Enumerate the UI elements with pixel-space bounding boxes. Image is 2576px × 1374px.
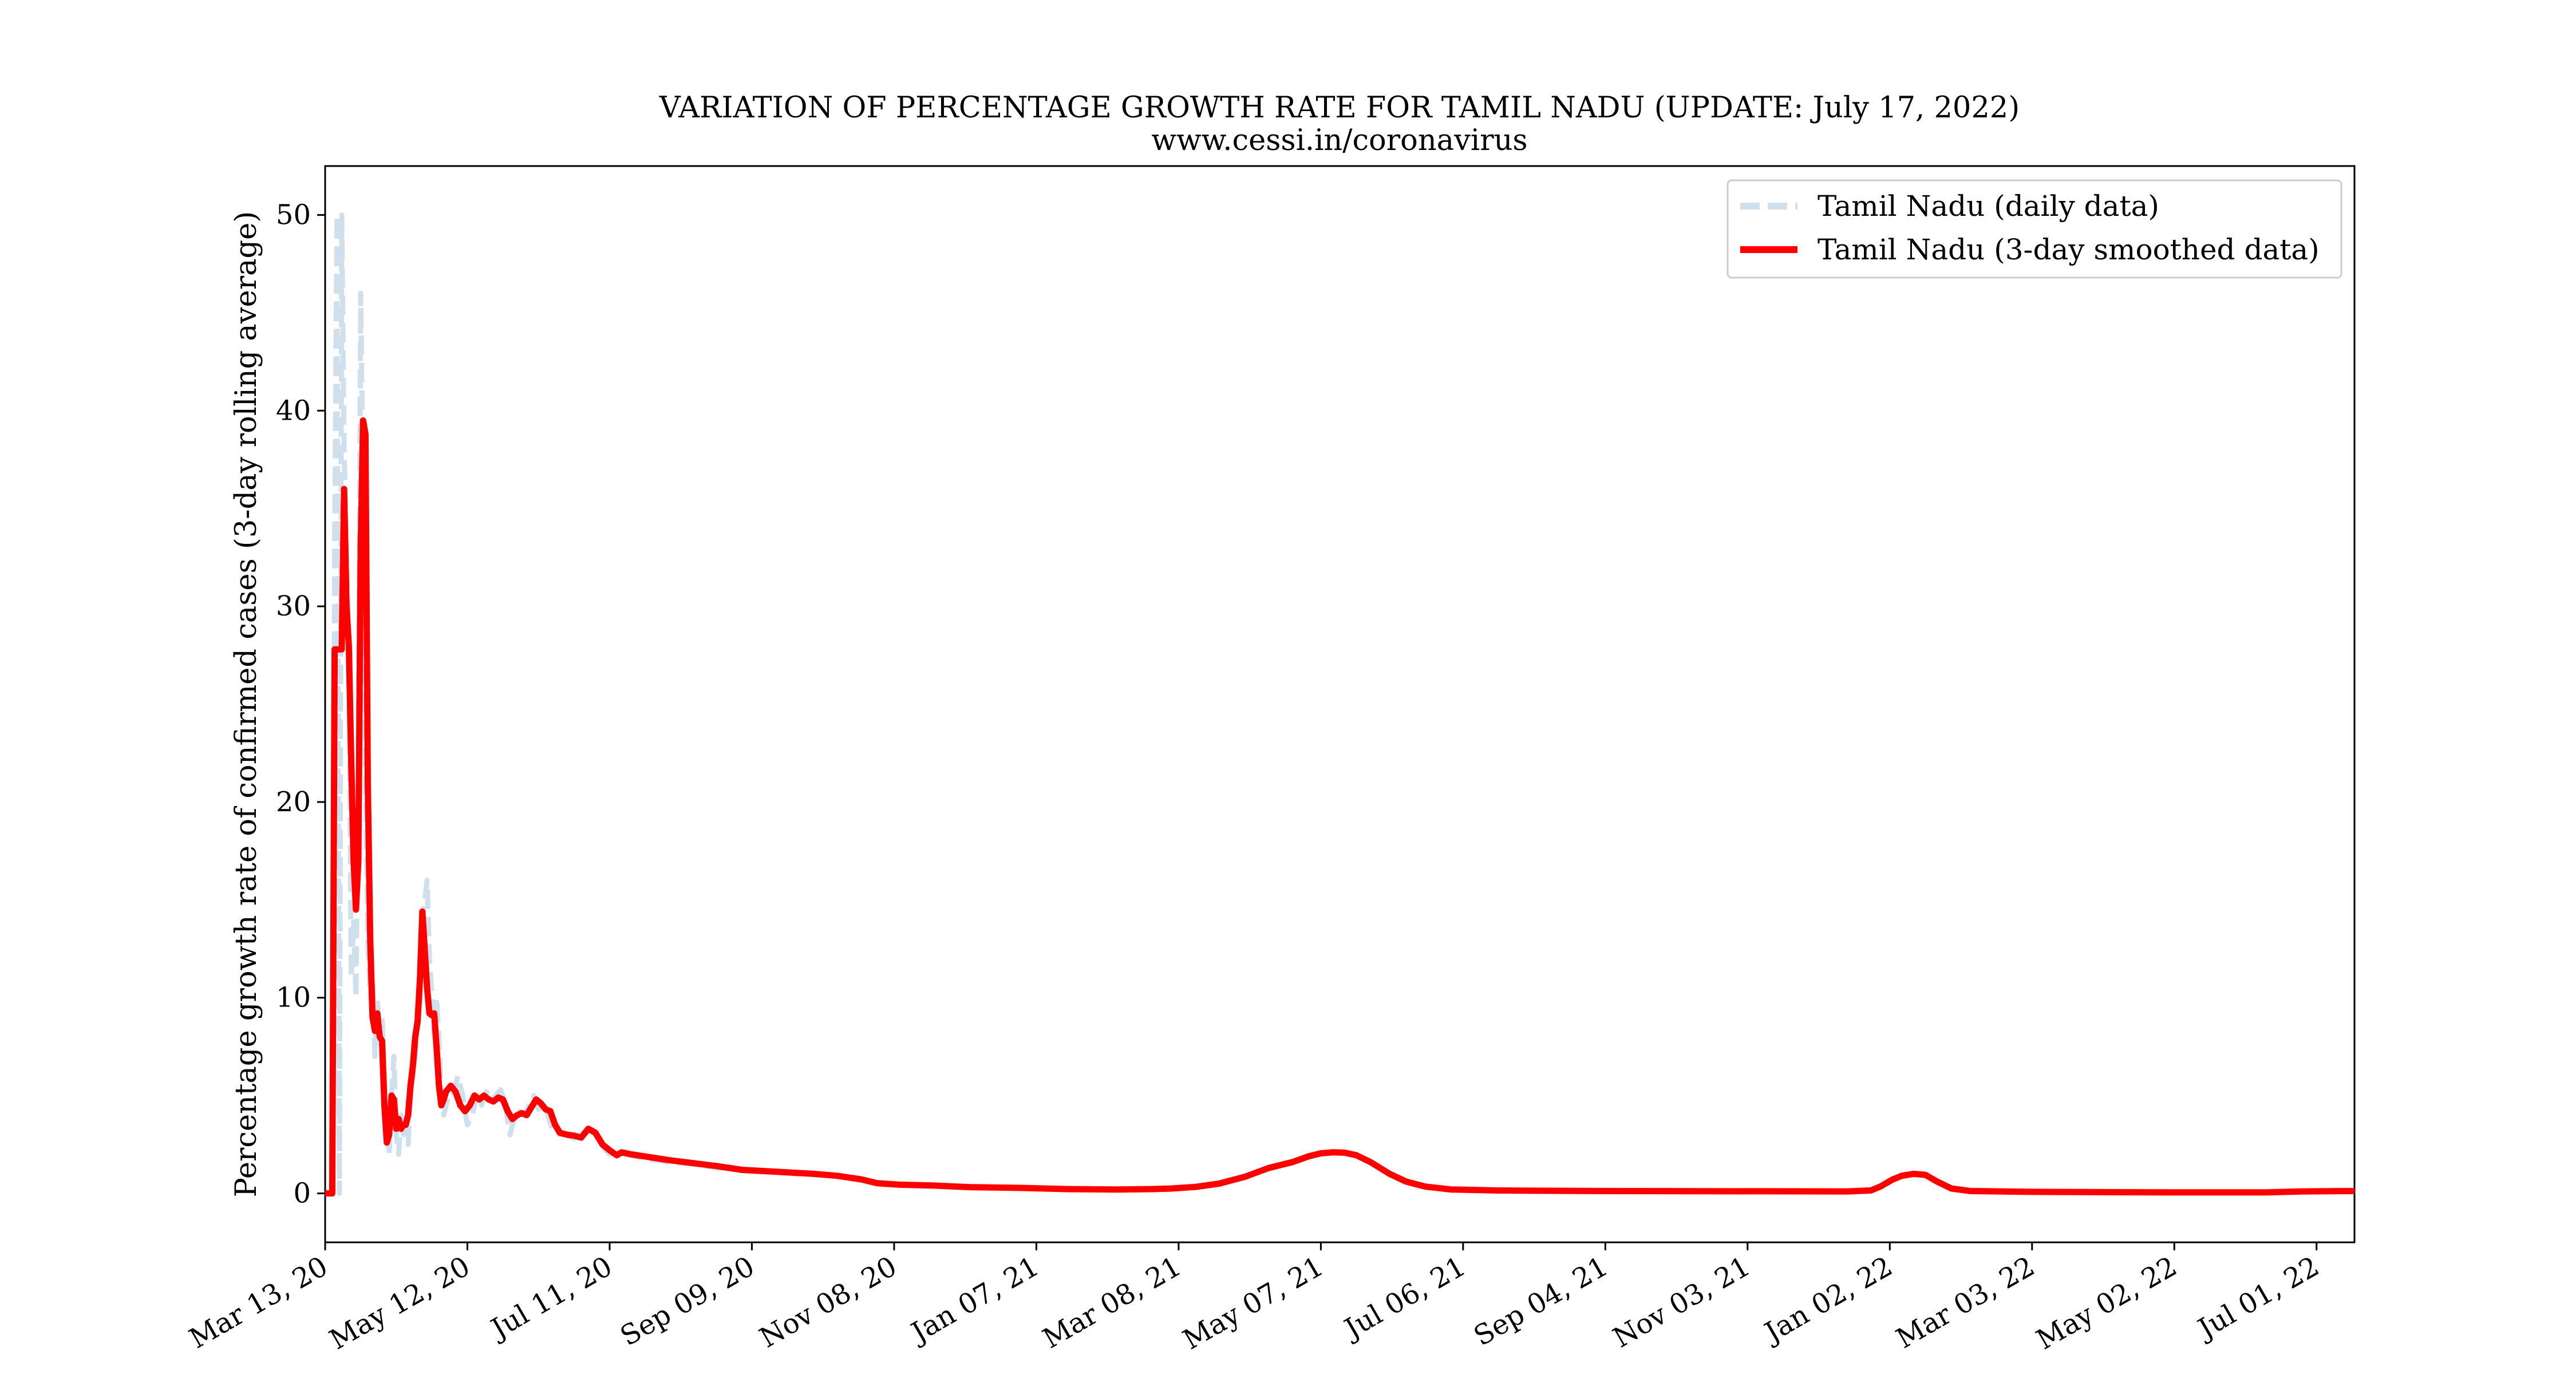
y-axis: 0 10 20 30 40 50 <box>276 199 325 1210</box>
y-tick-label: 50 <box>276 199 311 231</box>
y-tick-label: 20 <box>276 786 311 818</box>
y-axis-label: Percentage growth rate of confirmed case… <box>230 211 263 1197</box>
y-tick-label: 30 <box>276 590 311 622</box>
y-tick-label: 0 <box>293 1178 311 1210</box>
series-layer <box>325 212 2355 1197</box>
legend-label-smoothed: Tamil Nadu (3-day smoothed data) <box>1818 233 2320 266</box>
y-tick-label: 40 <box>276 394 311 427</box>
plot-area-frame <box>324 165 2356 1243</box>
chart-title: VARIATION OF PERCENTAGE GROWTH RATE FOR … <box>659 91 2020 125</box>
series-line-smoothed <box>325 417 2355 1197</box>
legend-box <box>1726 179 2342 279</box>
legend-label-daily: Tamil Nadu (daily data) <box>1818 189 2159 223</box>
legend: Tamil Nadu (daily data) Tamil Nadu (3-da… <box>1726 179 2342 279</box>
chart-subtitle: www.cessi.in/coronavirus <box>1151 124 1527 157</box>
y-tick-label: 10 <box>276 982 311 1014</box>
